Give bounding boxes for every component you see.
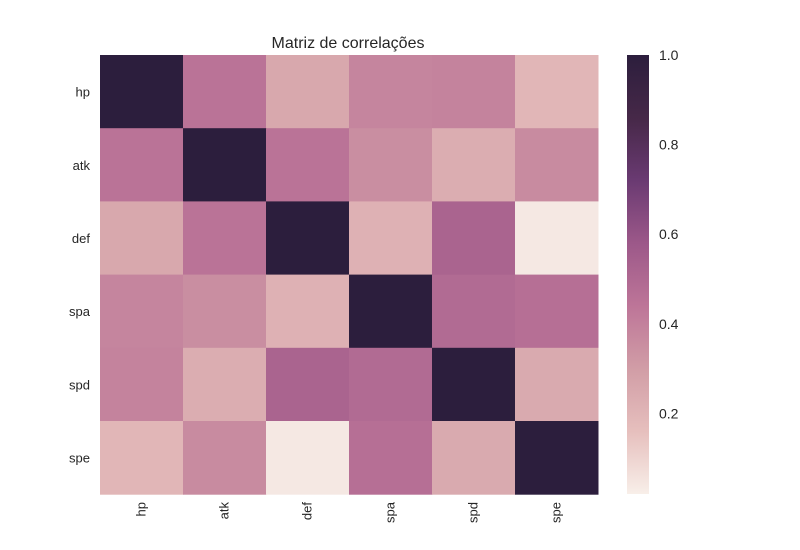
heatmap-cell-hp-spe xyxy=(515,55,599,129)
x-tick-label-def: def xyxy=(300,502,315,520)
heatmap-cell-spe-def xyxy=(266,421,350,495)
heatmap-cell-spa-spe xyxy=(515,274,599,349)
y-tick-label-hp: hp xyxy=(76,85,90,100)
heatmap-cell-atk-hp xyxy=(100,128,184,202)
heatmap-cell-hp-hp xyxy=(100,55,184,129)
y-tick-label-spa: spa xyxy=(69,304,91,319)
x-tick-labels: hp atk def spa spd spe xyxy=(134,501,564,523)
heatmap-cell-def-spe xyxy=(515,201,599,276)
y-tick-label-atk: atk xyxy=(73,158,91,173)
x-tick-label-hp: hp xyxy=(134,502,149,516)
heatmap-cell-def-spa xyxy=(349,201,433,276)
x-tick-label-atk: atk xyxy=(217,502,232,520)
heatmap-cell-hp-spa xyxy=(349,55,433,129)
heatmap-cell-def-def xyxy=(266,201,350,276)
heatmap-cell-spa-atk xyxy=(183,274,267,349)
chart-title: Matriz de correlações xyxy=(272,35,425,52)
heatmap-cell-spa-hp xyxy=(100,274,184,349)
heatmap-cell-atk-spa xyxy=(349,128,433,202)
heatmap-cell-spd-def xyxy=(266,347,350,422)
heatmap-cell-hp-atk xyxy=(183,55,267,129)
heatmap-cell-atk-atk xyxy=(183,128,267,202)
heatmap-cell-spe-atk xyxy=(183,421,267,495)
heatmap-cell-spd-spe xyxy=(515,347,599,422)
heatmap-cell-atk-def xyxy=(266,128,350,202)
colorbar-tick-label: 0.2 xyxy=(659,405,679,421)
heatmap-cell-spa-spa xyxy=(349,274,433,349)
x-tick-label-spd: spd xyxy=(466,502,481,523)
heatmap-cell-def-hp xyxy=(100,201,184,276)
colorbar-tick-label: 1.0 xyxy=(659,47,679,63)
heatmap-cell-hp-spd xyxy=(432,55,516,129)
colorbar-tick-label: 0.6 xyxy=(659,226,679,242)
heatmap-cell-spd-spd xyxy=(432,347,516,422)
heatmap-cell-atk-spd xyxy=(432,128,516,202)
heatmap-cell-def-spd xyxy=(432,201,516,276)
heatmap-cell-spa-spd xyxy=(432,274,516,349)
y-tick-labels: hp atk def spa spd spe xyxy=(69,85,91,466)
y-tick-label-spd: spd xyxy=(69,377,90,392)
colorbar xyxy=(627,55,649,494)
heatmap-cell-spe-spd xyxy=(432,421,516,495)
y-tick-label-def: def xyxy=(72,231,90,246)
heatmap-cell-spd-hp xyxy=(100,347,184,422)
heatmap-cell-spe-spa xyxy=(349,421,433,495)
y-tick-label-spe: spe xyxy=(69,451,90,466)
x-tick-label-spa: spa xyxy=(383,501,398,523)
heatmap-cell-spd-spa xyxy=(349,347,433,422)
heatmap-cell-atk-spe xyxy=(515,128,599,202)
heatmap-cell-spe-hp xyxy=(100,421,184,495)
colorbar-tick-labels: 0.2 0.4 0.6 0.8 1.0 xyxy=(659,47,679,421)
heatmap-cells xyxy=(100,55,599,495)
heatmap-cell-def-atk xyxy=(183,201,267,276)
heatmap-cell-spa-def xyxy=(266,274,350,349)
heatmap-cell-spd-atk xyxy=(183,347,267,422)
colorbar-tick-label: 0.8 xyxy=(659,137,679,153)
heatmap-cell-spe-spe xyxy=(515,421,599,495)
heatmap-cell-hp-def xyxy=(266,55,350,129)
x-tick-label-spe: spe xyxy=(549,502,564,523)
colorbar-tick-label: 0.4 xyxy=(659,316,679,332)
